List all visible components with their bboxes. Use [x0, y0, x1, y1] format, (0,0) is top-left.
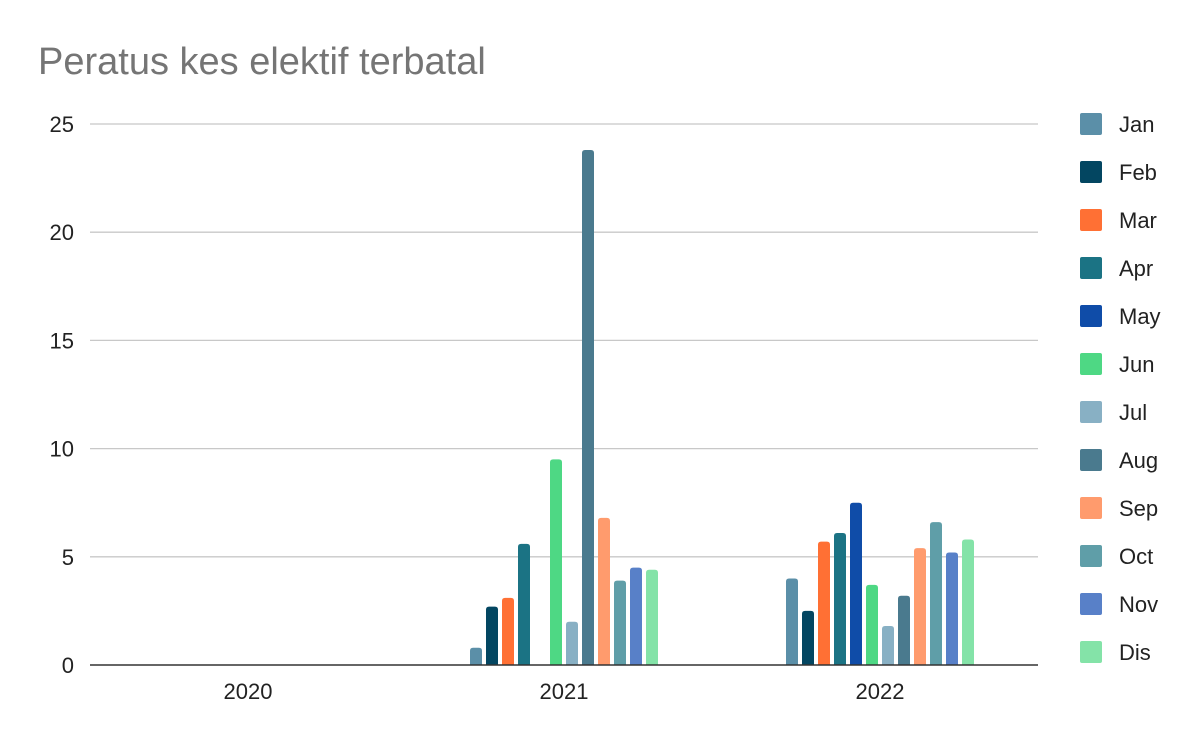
legend-swatch: [1080, 545, 1102, 567]
legend-item-apr: Apr: [1080, 256, 1153, 281]
legend-swatch: [1080, 305, 1102, 327]
bar-feb-2021: [486, 606, 498, 665]
legend-label: Oct: [1119, 544, 1153, 569]
bar-mar-2021: [502, 597, 514, 665]
legend-label: Jun: [1119, 352, 1154, 377]
legend: Jan Feb Mar Apr May Jun Jul Aug Sep Oct Nov Dis: [1080, 112, 1161, 665]
legend-item-aug: Aug: [1080, 448, 1158, 473]
gridlines: [90, 123, 1038, 558]
bar-dis-2022: [962, 539, 974, 665]
bar-jul-2022: [882, 626, 894, 665]
legend-item-sep: Sep: [1080, 496, 1158, 521]
legend-swatch: [1080, 209, 1102, 231]
legend-item-jul: Jul: [1080, 400, 1147, 425]
bar-apr-2021: [518, 543, 530, 665]
legend-swatch: [1080, 497, 1102, 519]
legend-item-oct: Oct: [1080, 544, 1153, 569]
legend-label: Feb: [1119, 160, 1157, 185]
y-tick-label: 5: [62, 545, 74, 570]
bar-aug-2021: [582, 149, 594, 665]
bar-mar-2022: [818, 541, 830, 665]
legend-swatch: [1080, 113, 1102, 135]
legend-item-jun: Jun: [1080, 352, 1154, 377]
bar-sep-2022: [914, 548, 926, 665]
bar-jun-2021: [550, 459, 562, 665]
legend-swatch: [1080, 401, 1102, 423]
bar-nov-2022: [946, 552, 958, 665]
legend-swatch: [1080, 449, 1102, 471]
chart-title: Peratus kes elektif terbatal: [38, 41, 486, 83]
bar-feb-2022: [802, 610, 814, 665]
x-tick-label: 2022: [856, 679, 905, 704]
bar-sep-2021: [598, 517, 610, 665]
bar-jan-2022: [786, 578, 798, 665]
bar-may-2022: [850, 502, 862, 665]
legend-label: Nov: [1119, 592, 1158, 617]
y-tick-label: 0: [62, 653, 74, 678]
legend-item-jan: Jan: [1080, 112, 1154, 137]
bar-dis-2021: [646, 569, 658, 665]
legend-swatch: [1080, 593, 1102, 615]
legend-label: Aug: [1119, 448, 1158, 473]
bar-jun-2022: [866, 584, 878, 665]
bar-oct-2021: [614, 580, 626, 665]
legend-item-dis: Dis: [1080, 640, 1151, 665]
legend-label: May: [1119, 304, 1161, 329]
legend-swatch: [1080, 257, 1102, 279]
legend-label: Jul: [1119, 400, 1147, 425]
y-tick-label: 25: [50, 112, 74, 137]
y-tick-label: 10: [50, 437, 74, 462]
legend-item-may: May: [1080, 304, 1161, 329]
legend-swatch: [1080, 353, 1102, 375]
legend-label: Dis: [1119, 640, 1151, 665]
y-axis-ticks: 0 5 10 15 20 25: [50, 112, 74, 678]
legend-swatch: [1080, 641, 1102, 663]
bar-apr-2022: [834, 532, 846, 665]
legend-label: Apr: [1119, 256, 1153, 281]
legend-label: Jan: [1119, 112, 1154, 137]
legend-swatch: [1080, 161, 1102, 183]
legend-item-mar: Mar: [1080, 208, 1157, 233]
bar-aug-2022: [898, 595, 910, 665]
bar-oct-2022: [930, 522, 942, 665]
bar-jan-2021: [470, 647, 482, 665]
bar-jul-2021: [566, 621, 578, 665]
x-tick-label: 2020: [224, 679, 273, 704]
x-tick-label: 2021: [540, 679, 589, 704]
y-tick-label: 20: [50, 220, 74, 245]
bars: [470, 149, 974, 665]
legend-label: Mar: [1119, 208, 1157, 233]
x-axis-ticks: 2020 2021 2022: [224, 679, 905, 704]
y-tick-label: 15: [50, 328, 74, 353]
legend-label: Sep: [1119, 496, 1158, 521]
legend-item-nov: Nov: [1080, 592, 1158, 617]
legend-item-feb: Feb: [1080, 160, 1157, 185]
bar-nov-2021: [630, 567, 642, 665]
